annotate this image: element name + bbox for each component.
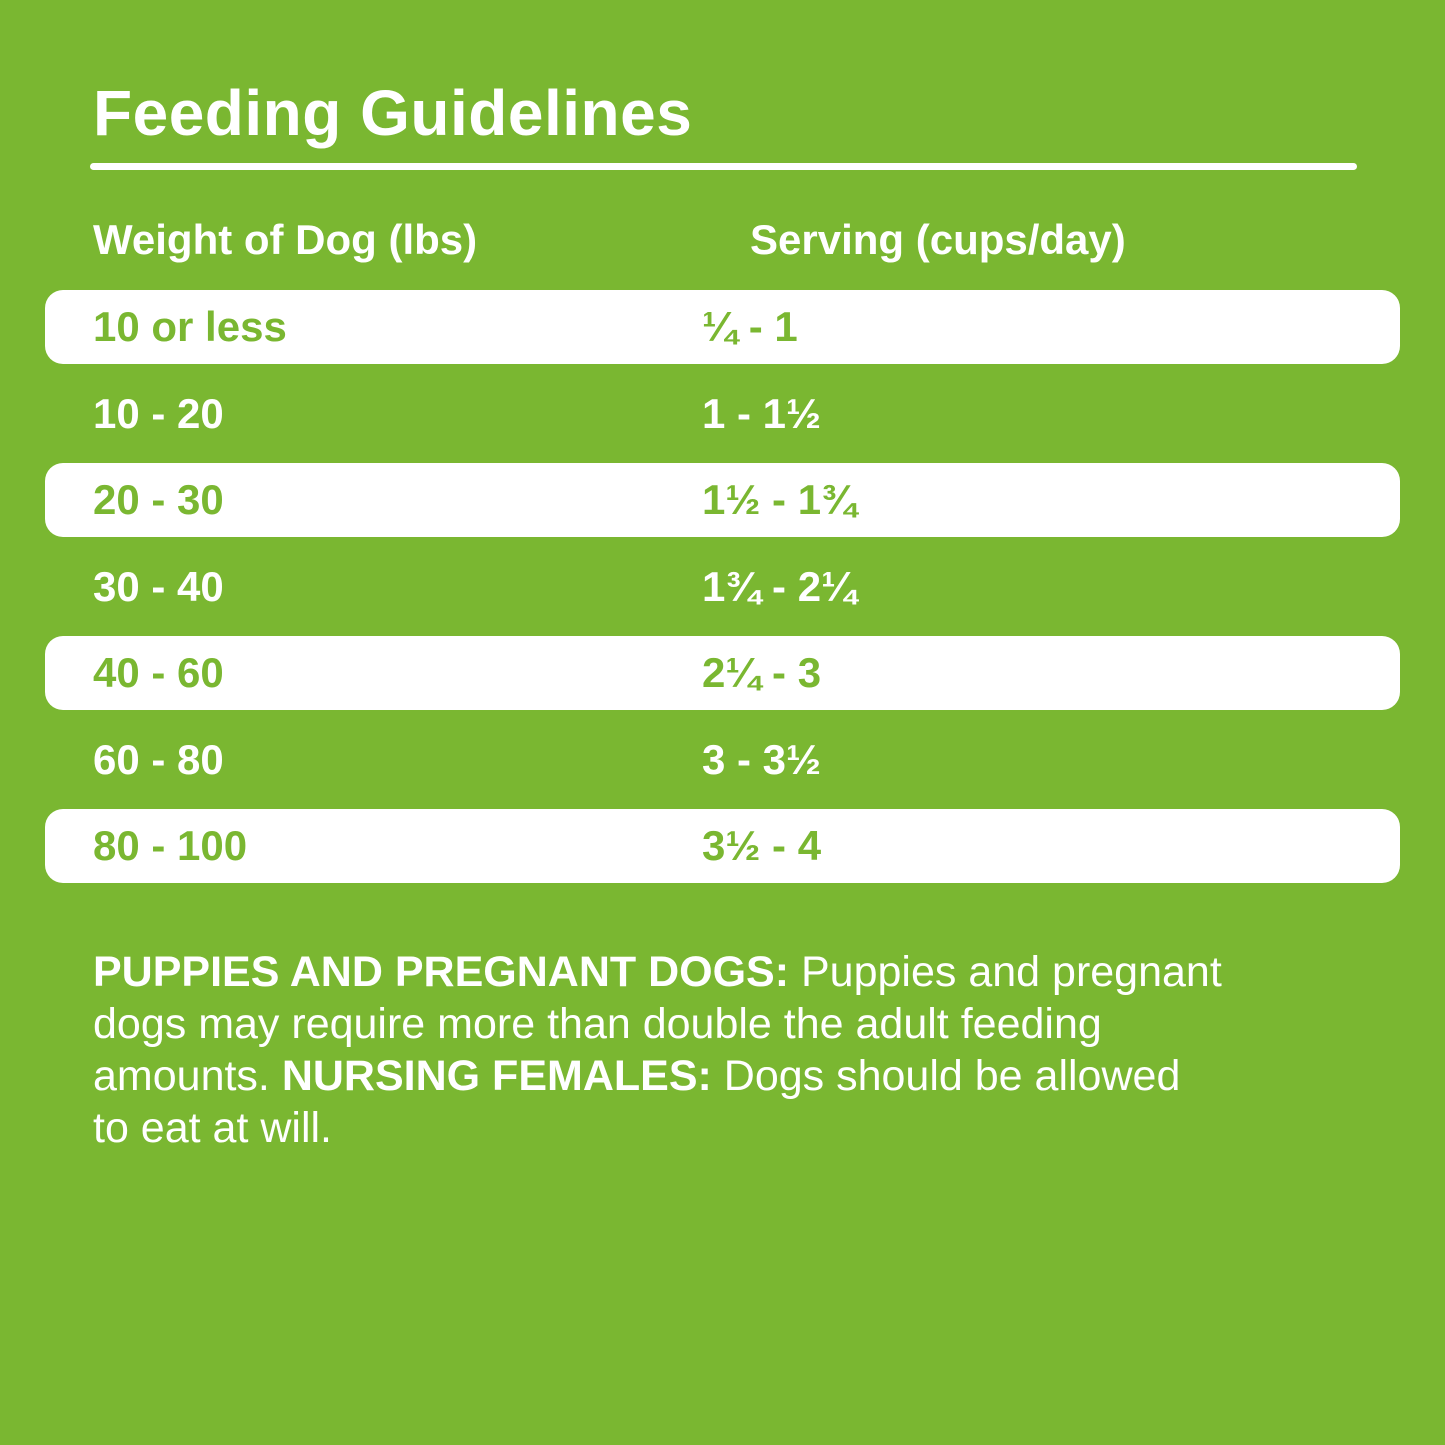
weight-cell: 10 - 20 — [93, 389, 224, 437]
footer-text: dogs may require more than double the ad… — [93, 1000, 1102, 1048]
footer-text: Puppies and pregnant — [789, 948, 1222, 996]
serving-cell: 2¼ - 3 — [702, 649, 822, 696]
serving-cell: 1¾ - 2¼ — [702, 562, 857, 610]
footer-line: amounts. NURSING FEMALES: Dogs should be… — [93, 1050, 1393, 1102]
table-row: 40 - 60 2¼ - 3 — [45, 636, 1400, 710]
serving-cell: 3 - 3½ — [702, 735, 822, 783]
weight-cell: 60 - 80 — [93, 735, 224, 783]
feeding-table: 10 or less ¼ - 1 10 - 20 1 - 1½ 20 - 30 1½ - … — [0, 290, 1445, 883]
weight-cell: 80 - 100 — [93, 822, 248, 869]
footer-bold-text: NURSING FEMALES: — [281, 1052, 712, 1100]
footer-line: dogs may require more than double the ad… — [93, 998, 1393, 1050]
serving-cell: 1½ - 1¾ — [702, 476, 857, 523]
table-header-row: Weight of Dog (lbs) Serving (cups/day) — [93, 216, 1126, 264]
page-title: Feeding Guidelines — [93, 77, 693, 149]
column-header-serving: Serving (cups/day) — [750, 216, 1126, 263]
table-row: 20 - 30 1½ - 1¾ — [45, 463, 1400, 537]
footer-line: to eat at will. — [93, 1102, 1393, 1154]
table-row: 60 - 80 3 - 3½ — [0, 710, 1445, 809]
footer-text: Dogs should be allowed — [711, 1052, 1181, 1100]
table-row: 10 - 20 1 - 1½ — [0, 364, 1445, 463]
footer-text: amounts. — [93, 1052, 282, 1100]
footer-text: to eat at will. — [93, 1104, 332, 1152]
table-row: 80 - 100 3½ - 4 — [45, 809, 1400, 883]
serving-cell: 1 - 1½ — [702, 389, 822, 437]
table-row: 30 - 40 1¾ - 2¼ — [0, 537, 1445, 636]
table-row: 10 or less ¼ - 1 — [45, 290, 1400, 364]
column-header-weight: Weight of Dog (lbs) — [93, 216, 478, 263]
weight-cell: 40 - 60 — [93, 649, 224, 696]
footer-note: PUPPIES AND PREGNANT DOGS: Puppies and p… — [93, 946, 1393, 1154]
weight-cell: 20 - 30 — [93, 476, 224, 523]
serving-cell: ¼ - 1 — [702, 303, 798, 350]
serving-cell: 3½ - 4 — [702, 822, 822, 869]
weight-cell: 10 or less — [93, 303, 287, 350]
title-divider — [90, 163, 1357, 170]
weight-cell: 30 - 40 — [93, 562, 224, 610]
footer-bold-text: PUPPIES AND PREGNANT DOGS: — [93, 948, 790, 996]
footer-line: PUPPIES AND PREGNANT DOGS: Puppies and p… — [93, 946, 1393, 998]
